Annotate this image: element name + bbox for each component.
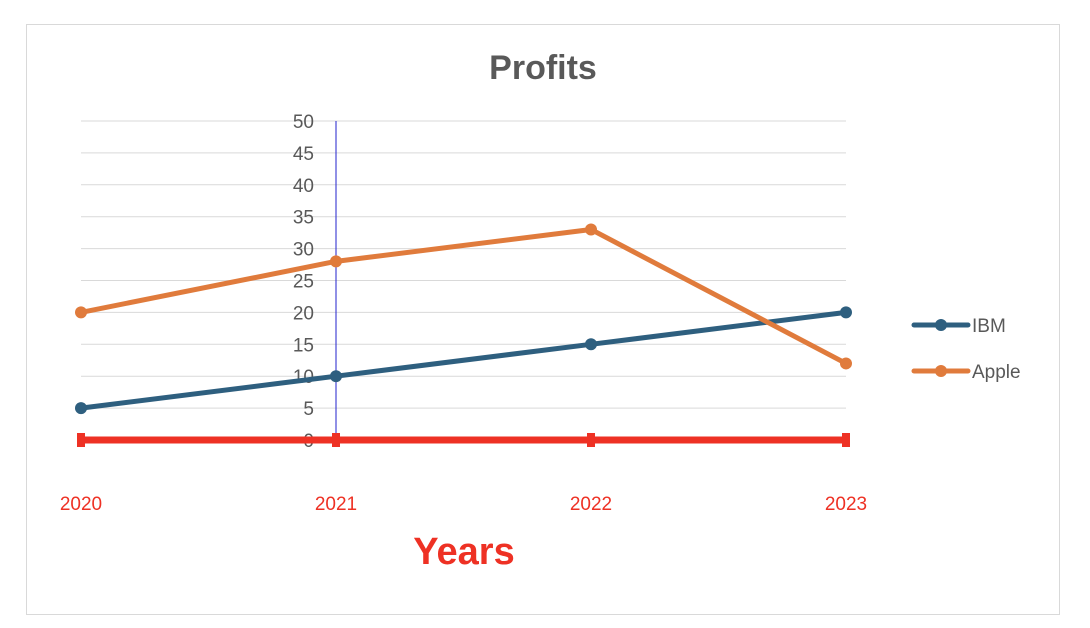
x-axis-label: Years (413, 531, 514, 573)
data-point-ibm (75, 402, 87, 415)
data-point-ibm (840, 306, 852, 319)
data-point-apple (840, 357, 852, 370)
y-tick-label: 25 (293, 272, 314, 293)
data-point-apple (585, 223, 597, 236)
legend-label-ibm: IBM (972, 316, 1006, 337)
legend-marker-ibm (935, 319, 947, 331)
y-tick-label: 40 (293, 176, 314, 197)
y-tick-label: 30 (293, 240, 314, 261)
x-tick-labels: 2020 2021 2022 2023 (60, 494, 867, 515)
data-point-ibm (585, 338, 597, 351)
data-point-apple (75, 306, 87, 319)
x-tick-mark (842, 433, 850, 447)
chart-frame-border (26, 24, 1060, 615)
data-point-apple (330, 255, 342, 268)
x-tick-label: 2023 (825, 494, 867, 515)
data-point-ibm (330, 370, 342, 383)
legend-marker-apple (935, 365, 947, 377)
series-line-ibm (78, 309, 849, 411)
x-tick-mark (332, 433, 340, 447)
x-tick-label: 2022 (570, 494, 612, 515)
x-tick-mark (77, 433, 85, 447)
y-tick-label: 5 (303, 399, 314, 420)
series-line-apple (78, 226, 849, 366)
y-tick-label: 50 (293, 112, 314, 133)
chart-title: Profits (489, 49, 597, 87)
y-tick-label: 15 (293, 335, 314, 356)
y-tick-label: 35 (293, 208, 314, 229)
x-tick-mark (587, 433, 595, 447)
x-tick-label: 2020 (60, 494, 102, 515)
x-tick-label: 2021 (315, 494, 357, 515)
legend: IBM Apple (911, 316, 1021, 383)
legend-label-apple: Apple (972, 362, 1021, 383)
x-axis (77, 433, 850, 447)
gridlines (81, 120, 846, 409)
y-tick-label: 45 (293, 144, 314, 165)
y-tick-label: 20 (293, 303, 314, 324)
plot-series (75, 223, 852, 415)
